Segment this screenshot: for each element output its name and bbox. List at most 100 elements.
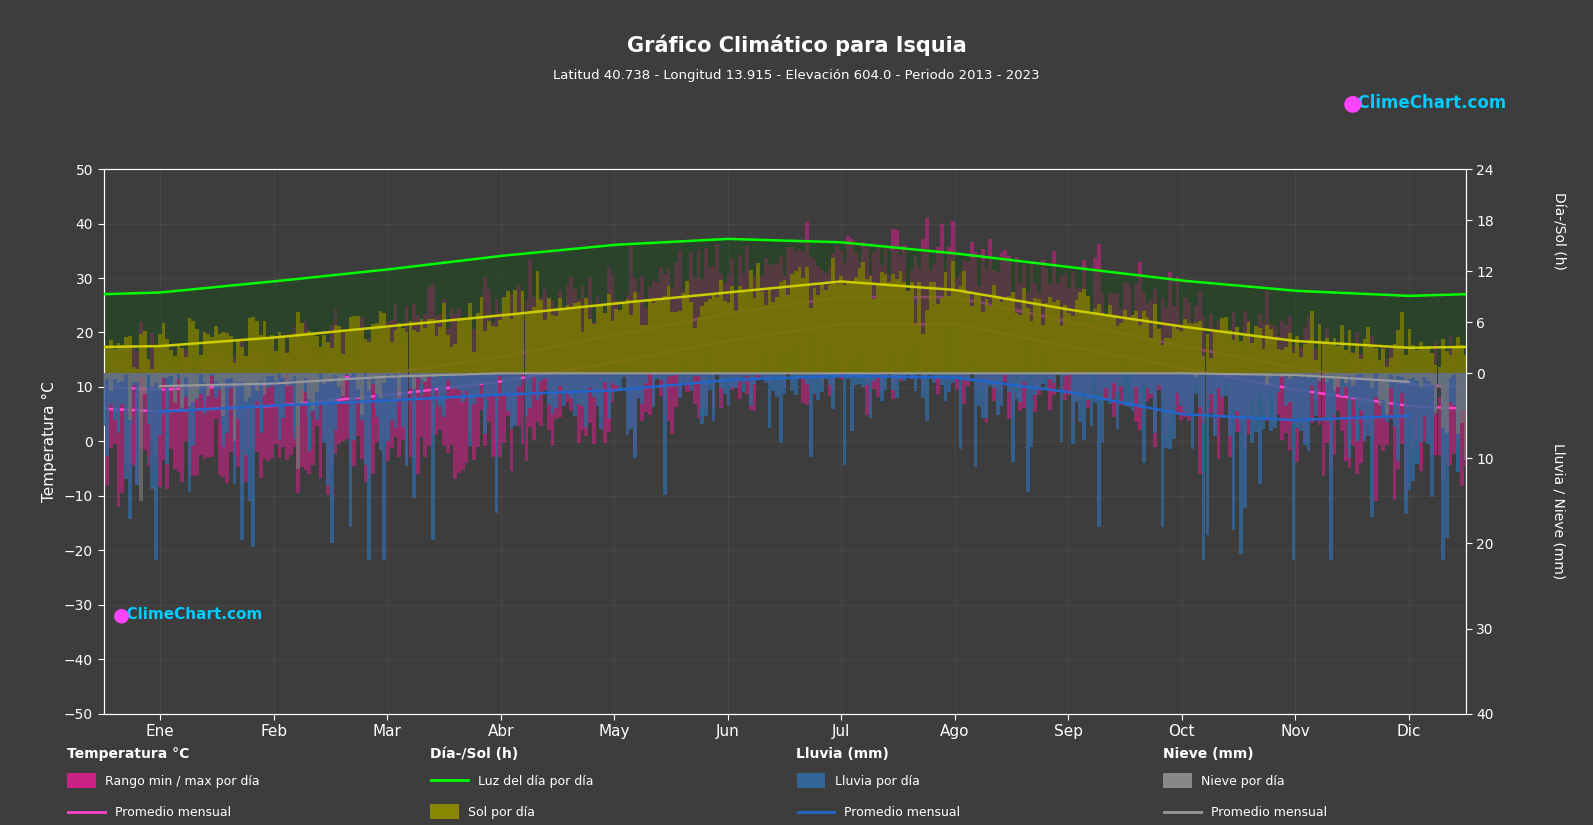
Bar	[293, 337, 296, 373]
Bar	[1075, 289, 1078, 399]
Bar	[1381, 346, 1384, 451]
Bar	[718, 373, 723, 389]
Bar	[371, 323, 374, 373]
Bar	[360, 373, 363, 415]
Bar	[596, 373, 599, 406]
Bar	[1109, 373, 1112, 403]
Bar	[626, 295, 629, 397]
Bar	[940, 224, 943, 369]
Bar	[408, 321, 413, 373]
Bar	[760, 373, 765, 379]
Bar	[749, 270, 753, 373]
Bar	[1386, 373, 1389, 415]
Bar	[1337, 373, 1340, 378]
Bar	[413, 304, 416, 457]
Bar	[386, 373, 390, 441]
Bar	[843, 263, 846, 370]
Bar	[1311, 311, 1314, 373]
Bar	[671, 312, 674, 373]
Bar	[221, 373, 225, 417]
Bar	[124, 338, 127, 463]
Bar	[132, 373, 135, 382]
Bar	[632, 373, 637, 458]
Bar	[940, 298, 943, 373]
Bar	[424, 314, 427, 457]
Bar	[1287, 316, 1292, 450]
Bar	[1389, 373, 1392, 389]
Bar	[1281, 373, 1284, 377]
Bar	[427, 319, 432, 373]
Bar	[790, 274, 793, 373]
Bar	[177, 345, 180, 373]
Bar	[820, 271, 824, 382]
Bar	[479, 314, 483, 410]
Bar	[965, 290, 970, 373]
Bar	[543, 320, 546, 373]
Bar	[1373, 373, 1378, 375]
Bar	[1314, 373, 1317, 375]
Bar	[188, 373, 191, 406]
Bar	[1179, 373, 1184, 406]
Bar	[435, 337, 438, 373]
Bar	[1423, 373, 1426, 417]
Bar	[221, 332, 225, 373]
Bar	[679, 373, 682, 398]
Y-axis label: Temperatura °C: Temperatura °C	[41, 381, 57, 502]
Bar	[865, 280, 868, 373]
Bar	[857, 262, 862, 369]
Bar	[333, 309, 338, 454]
Bar	[196, 329, 199, 373]
Bar	[213, 373, 218, 398]
Bar	[804, 223, 809, 405]
Bar	[1329, 342, 1333, 373]
Bar	[147, 393, 150, 466]
Bar	[1434, 373, 1437, 413]
Bar	[207, 347, 210, 457]
Bar	[346, 373, 349, 375]
Bar	[147, 373, 150, 375]
Bar	[479, 298, 483, 373]
Bar	[746, 373, 749, 375]
Bar	[738, 255, 741, 399]
Bar	[585, 298, 588, 373]
Bar	[327, 373, 330, 487]
Bar	[910, 282, 914, 373]
Bar	[1348, 330, 1351, 373]
Bar	[1348, 363, 1351, 469]
Bar	[1419, 373, 1423, 442]
Bar	[1281, 321, 1284, 440]
Bar	[588, 318, 593, 373]
Bar	[401, 328, 405, 373]
Bar	[1434, 373, 1437, 410]
Bar	[121, 373, 124, 381]
Bar	[472, 328, 476, 460]
Bar	[1392, 373, 1397, 380]
Bar	[1228, 373, 1231, 436]
Bar	[1220, 373, 1223, 397]
Bar	[393, 373, 397, 375]
Bar	[393, 330, 397, 373]
Text: Sol por día: Sol por día	[468, 806, 535, 819]
Bar	[693, 328, 696, 373]
Bar	[824, 290, 828, 373]
Bar	[518, 373, 521, 386]
Bar	[236, 349, 241, 467]
Bar	[532, 308, 535, 373]
Bar	[532, 373, 535, 377]
Bar	[1392, 373, 1397, 426]
Bar	[1000, 302, 1004, 373]
Bar	[1448, 336, 1453, 465]
Bar	[1344, 363, 1348, 461]
Bar	[914, 324, 918, 373]
Bar	[1000, 253, 1004, 398]
Bar	[438, 373, 443, 406]
Bar	[532, 297, 535, 440]
Bar	[1254, 373, 1258, 432]
Bar	[105, 373, 110, 455]
Bar	[199, 355, 202, 373]
Bar	[679, 250, 682, 398]
Bar	[1190, 323, 1195, 412]
Bar	[1453, 373, 1456, 375]
Text: ClimeChart.com: ClimeChart.com	[1346, 94, 1507, 112]
Bar	[408, 373, 413, 375]
